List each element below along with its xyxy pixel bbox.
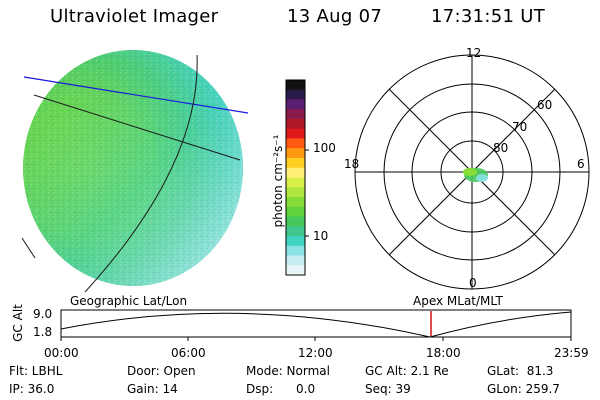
geographic-label: Geographic Lat/Lon [70, 294, 188, 308]
time-label-2: 12:00 [298, 346, 333, 360]
colorbar-segment [286, 109, 305, 120]
time-label: 17:31:51 UT [431, 6, 546, 27]
altitude-tick-high: 9.0 [33, 307, 53, 321]
colorbar-segment [286, 119, 305, 130]
meridian-line [84, 54, 198, 293]
status-seq: Seq: 39 [365, 382, 411, 396]
mlat-label-60: 60 [537, 98, 553, 112]
colorbar-segment [286, 265, 305, 276]
colorbar-unit-label: photon cm⁻²s⁻¹ [271, 134, 285, 228]
colorbar-frame [285, 79, 306, 276]
status-gain: Gain: 14 [127, 382, 178, 396]
colorbar-segment [286, 80, 305, 91]
colorbar-segment [286, 148, 305, 159]
mlt-label-bottom: 0 [469, 276, 477, 290]
status-glat: GLat: 81.3 [487, 364, 554, 378]
colorbar-tick-10: 10 [313, 229, 329, 243]
altitude-axis-label: GC Alt [11, 304, 25, 342]
mlt-label-left: 18 [344, 157, 360, 171]
orbit-altitude-curve [60, 311, 572, 338]
mlt-label-right: 6 [577, 157, 585, 171]
colorbar-segment [286, 197, 305, 208]
time-label-0: 00:00 [44, 346, 79, 360]
colorbar-segment [286, 167, 305, 179]
colorbar-segment [286, 177, 305, 188]
limb-marker [21, 237, 36, 259]
colorbar-tick-100: 100 [313, 141, 336, 155]
auroral-blob-core [463, 168, 477, 176]
colorbar-segment [286, 255, 305, 266]
mlt-label-top: 12 [466, 46, 482, 60]
status-glon: GLon: 259.7 [487, 382, 560, 396]
time-label-1: 06:00 [171, 346, 206, 360]
time-label-4: 23:59 [554, 346, 589, 360]
latitude-line-black [33, 94, 241, 161]
colorbar-segment [286, 216, 305, 227]
status-mode: Mode: Normal [246, 364, 330, 378]
colorbar-segment [286, 89, 305, 101]
time-label-3: 18:00 [426, 346, 461, 360]
mlat-label-80: 80 [493, 141, 509, 155]
auroral-blob-edge [476, 174, 488, 182]
mlat-label-70: 70 [512, 120, 528, 134]
colorbar-segment [286, 138, 305, 149]
altitude-strip-frame [60, 309, 572, 338]
date-label: 13 Aug 07 [287, 6, 383, 27]
uv-earth-image [21, 50, 249, 293]
apex-label: Apex MLat/MLT [413, 294, 503, 308]
image-noise [23, 50, 243, 286]
colorbar-segment [286, 128, 305, 140]
colorbar-segment [286, 99, 305, 110]
colorbar-segment [286, 158, 305, 169]
status-gc-alt: GC Alt: 2.1 Re [365, 364, 449, 378]
latitude-line-blue [23, 76, 249, 114]
status-ip: IP: 36.0 [9, 382, 55, 396]
altitude-tick-low: 1.8 [33, 325, 53, 339]
colorbar-segment [286, 187, 305, 198]
status-dsp: Dsp: 0.0 [246, 382, 316, 396]
colorbar-segment [286, 236, 305, 247]
polar-dial [354, 54, 590, 290]
colorbar-segment [286, 245, 305, 257]
altitude-strip [60, 309, 572, 341]
instrument-title: Ultraviolet Imager [50, 6, 219, 27]
colorbar-segment [286, 226, 305, 237]
color-scale-bar [285, 79, 309, 276]
status-filter: Flt: LBHL [9, 364, 63, 378]
status-door: Door: Open [127, 364, 196, 378]
colorbar-segment [286, 206, 305, 218]
